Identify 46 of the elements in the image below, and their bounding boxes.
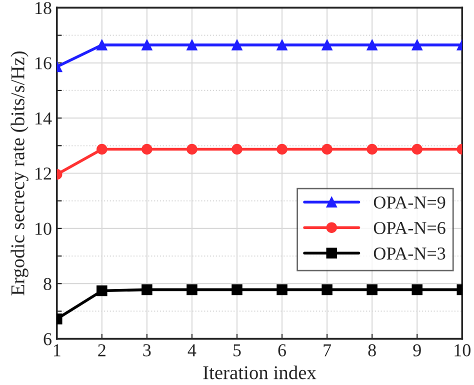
- point: [366, 40, 378, 50]
- point: [322, 144, 332, 155]
- point: [96, 40, 108, 50]
- y-tick-label: 16: [36, 57, 52, 70]
- y-tick-label: 18: [36, 2, 52, 14]
- x-tick-label: 10: [454, 344, 470, 356]
- point: [232, 40, 242, 50]
- point: [366, 144, 378, 155]
- point: [142, 40, 152, 50]
- point: [142, 284, 152, 296]
- legend-label: OPA-N=3: [374, 247, 446, 260]
- x-tick-label: 6: [278, 344, 286, 356]
- y-tick-label: 14: [36, 112, 52, 124]
- point: [232, 284, 242, 296]
- x-tick-label: 5: [234, 344, 241, 356]
- y-tick-label: 6: [44, 333, 52, 346]
- point: [276, 144, 288, 155]
- x-tick-label: 1: [54, 344, 60, 356]
- y-tick-label: 8: [44, 278, 52, 290]
- point: [276, 40, 288, 50]
- x-tick-label: 8: [368, 344, 376, 356]
- point: [232, 144, 242, 155]
- legend-label: OPA-N=9: [374, 196, 446, 209]
- point: [412, 40, 422, 50]
- y-tick-label: 12: [36, 168, 52, 180]
- point: [96, 285, 108, 296]
- point: [186, 144, 198, 155]
- x-tick-label: 9: [413, 344, 421, 356]
- point: [142, 144, 152, 155]
- point: [322, 284, 332, 296]
- point: [186, 40, 198, 50]
- x-tick-label: 3: [143, 344, 151, 356]
- x-tick-label: 7: [324, 344, 332, 356]
- point: [366, 284, 378, 296]
- y-axis-title: Ergodic secrecy rate (bits/s/Hz): [10, 51, 28, 296]
- x-axis-title: Iteration index: [203, 366, 316, 380]
- y-tick-label: 10: [36, 222, 52, 235]
- point: [186, 284, 198, 296]
- point: [412, 284, 422, 296]
- x-tick-label: 2: [98, 344, 106, 356]
- point: [322, 40, 332, 50]
- legend-label: OPA-N=6: [374, 222, 446, 234]
- point: [276, 284, 288, 296]
- x-tick-label: 4: [188, 344, 196, 356]
- point: [96, 144, 108, 155]
- point: [412, 144, 422, 155]
